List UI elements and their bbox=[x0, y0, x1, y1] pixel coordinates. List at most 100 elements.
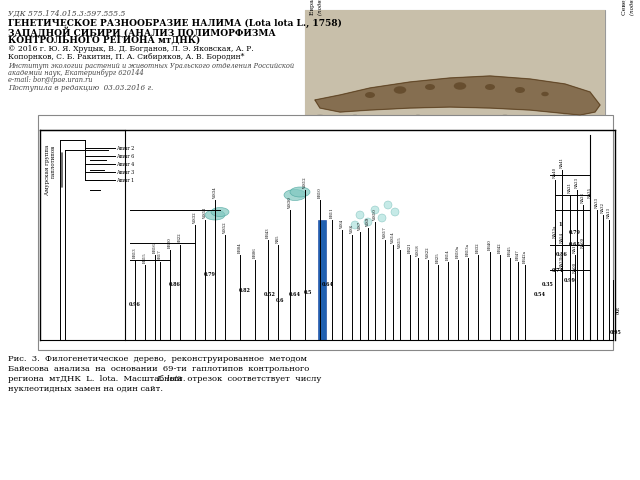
Text: EB47: EB47 bbox=[516, 249, 520, 260]
Ellipse shape bbox=[356, 211, 364, 219]
Text: Поступила в редакцию  03.03.2016 г.: Поступила в редакцию 03.03.2016 г. bbox=[8, 84, 153, 92]
Text: региона  мтДНК  L.  lota.  Масштабный  отрезок  соответствует  числу: региона мтДНК L. lota. Масштабный отрезо… bbox=[8, 375, 324, 383]
Text: Копорнков, С. Б. Ракитин, П. А. Сибиряков, А. В. Бородин*: Копорнков, С. Б. Ракитин, П. А. Сибиряко… bbox=[8, 53, 244, 61]
Text: EB42: EB42 bbox=[498, 242, 502, 253]
Text: EB32: EB32 bbox=[476, 242, 480, 253]
Text: © 2016 г. Ю. Я. Хруцык, В. Д. Богданов, Л. Э. Яковская, А. Р.: © 2016 г. Ю. Я. Хруцык, В. Д. Богданов, … bbox=[8, 45, 253, 53]
Text: EB10a: EB10a bbox=[456, 245, 460, 258]
Text: WS15: WS15 bbox=[398, 236, 402, 248]
Text: 0.86: 0.86 bbox=[169, 283, 181, 288]
Ellipse shape bbox=[351, 221, 359, 229]
Text: EB22: EB22 bbox=[178, 232, 182, 243]
Ellipse shape bbox=[347, 115, 363, 125]
Text: 0.35: 0.35 bbox=[542, 283, 554, 288]
Ellipse shape bbox=[510, 119, 530, 131]
Ellipse shape bbox=[478, 116, 502, 130]
Ellipse shape bbox=[527, 117, 543, 127]
Text: 0.86: 0.86 bbox=[556, 252, 568, 257]
Text: WS14: WS14 bbox=[391, 231, 395, 243]
Text: NA00: NA00 bbox=[573, 262, 577, 273]
Ellipse shape bbox=[570, 117, 590, 129]
Text: Рис.  3.  Филогенетическое  дерево,  реконструированное  методом: Рис. 3. Филогенетическое дерево, реконст… bbox=[8, 355, 307, 363]
Text: WS32: WS32 bbox=[193, 211, 197, 223]
Text: ГЕНЕТИЧЕСКОЕ РАЗНООБРАЗИЕ НАЛИМА (Lota lota L., 1758): ГЕНЕТИЧЕСКОЕ РАЗНООБРАЗИЕ НАЛИМА (Lota l… bbox=[8, 19, 342, 28]
Text: Amur 4: Amur 4 bbox=[116, 161, 134, 167]
Text: NA35: NA35 bbox=[588, 187, 592, 198]
Text: NA33b: NA33b bbox=[560, 254, 564, 268]
Polygon shape bbox=[315, 76, 600, 115]
Text: (подвид L. l. lota): (подвид L. l. lota) bbox=[318, 0, 323, 15]
Text: EB42a: EB42a bbox=[523, 250, 527, 263]
Text: 0.52: 0.52 bbox=[264, 292, 276, 298]
Text: Amur 1: Amur 1 bbox=[116, 178, 134, 182]
Text: WS6: WS6 bbox=[350, 224, 354, 233]
Text: 0.6: 0.6 bbox=[276, 298, 284, 302]
Ellipse shape bbox=[378, 214, 386, 222]
Text: EB15: EB15 bbox=[143, 252, 147, 263]
Text: EB16: EB16 bbox=[153, 242, 157, 253]
Text: EB13a: EB13a bbox=[466, 243, 470, 256]
Bar bbox=[318, 220, 326, 340]
Ellipse shape bbox=[454, 82, 467, 90]
Text: NA23: NA23 bbox=[575, 177, 579, 188]
Text: 0.95: 0.95 bbox=[610, 330, 622, 335]
Ellipse shape bbox=[365, 92, 375, 98]
Ellipse shape bbox=[388, 118, 412, 132]
Text: NA41: NA41 bbox=[560, 157, 564, 168]
Text: 0.5: 0.5 bbox=[304, 289, 312, 295]
Text: КОНТРОЛЬНОГО РЕГИОНА мтДНК): КОНТРОЛЬНОГО РЕГИОНА мтДНК) bbox=[8, 35, 200, 44]
Text: Амурская группа
гаплотипов: Амурская группа гаплотипов bbox=[45, 145, 56, 195]
Text: 0.79: 0.79 bbox=[569, 229, 581, 235]
Text: EB40: EB40 bbox=[488, 239, 492, 250]
Ellipse shape bbox=[391, 208, 399, 216]
Text: NA26: NA26 bbox=[581, 192, 585, 203]
Ellipse shape bbox=[330, 119, 350, 131]
Text: WS18: WS18 bbox=[416, 244, 420, 256]
Text: WS4: WS4 bbox=[340, 219, 344, 228]
Ellipse shape bbox=[211, 207, 229, 216]
Ellipse shape bbox=[439, 117, 457, 127]
Text: WS30: WS30 bbox=[288, 196, 292, 208]
Text: WS52: WS52 bbox=[223, 221, 227, 233]
Text: академии наук, Екатеринбург 620144: академии наук, Екатеринбург 620144 bbox=[8, 69, 144, 77]
Text: NA40: NA40 bbox=[553, 167, 557, 178]
Text: NA33a: NA33a bbox=[553, 225, 557, 238]
Text: EB06: EB06 bbox=[253, 247, 257, 258]
Bar bbox=[38, 115, 613, 350]
Ellipse shape bbox=[284, 190, 306, 201]
Text: Amur 2: Amur 2 bbox=[116, 145, 134, 151]
Text: NA11: NA11 bbox=[573, 242, 577, 253]
Text: EB13: EB13 bbox=[133, 247, 137, 258]
Text: WS7: WS7 bbox=[358, 221, 362, 230]
Text: EB45: EB45 bbox=[508, 245, 512, 256]
Text: WS12: WS12 bbox=[303, 176, 307, 188]
Ellipse shape bbox=[425, 84, 435, 90]
Text: NA13: NA13 bbox=[607, 207, 611, 218]
Text: WS34: WS34 bbox=[213, 186, 217, 198]
Text: NA32: NA32 bbox=[601, 202, 605, 213]
Text: 0.54: 0.54 bbox=[534, 292, 546, 298]
Ellipse shape bbox=[539, 117, 561, 129]
Ellipse shape bbox=[515, 87, 525, 93]
Ellipse shape bbox=[308, 115, 332, 129]
Text: EB43: EB43 bbox=[266, 227, 270, 238]
Ellipse shape bbox=[376, 117, 394, 127]
Ellipse shape bbox=[410, 115, 426, 125]
Text: 0.79: 0.79 bbox=[204, 273, 216, 277]
Text: NA54: NA54 bbox=[560, 232, 564, 243]
Text: 0.64: 0.64 bbox=[289, 292, 301, 298]
Text: 0.96: 0.96 bbox=[129, 302, 141, 308]
Text: УДК 575.174.015.3:597.555.5: УДК 575.174.015.3:597.555.5 bbox=[8, 10, 125, 18]
Text: NA09: NA09 bbox=[581, 237, 585, 248]
Ellipse shape bbox=[422, 117, 442, 129]
FancyBboxPatch shape bbox=[305, 10, 605, 130]
Ellipse shape bbox=[587, 117, 603, 127]
Text: EB20: EB20 bbox=[168, 237, 172, 248]
Text: 1: 1 bbox=[558, 223, 562, 228]
Ellipse shape bbox=[541, 92, 548, 96]
Text: NA21: NA21 bbox=[568, 182, 572, 193]
Text: EB25: EB25 bbox=[436, 252, 440, 263]
Text: EB10: EB10 bbox=[318, 187, 322, 198]
Ellipse shape bbox=[556, 115, 574, 125]
Text: WS10: WS10 bbox=[373, 208, 377, 220]
